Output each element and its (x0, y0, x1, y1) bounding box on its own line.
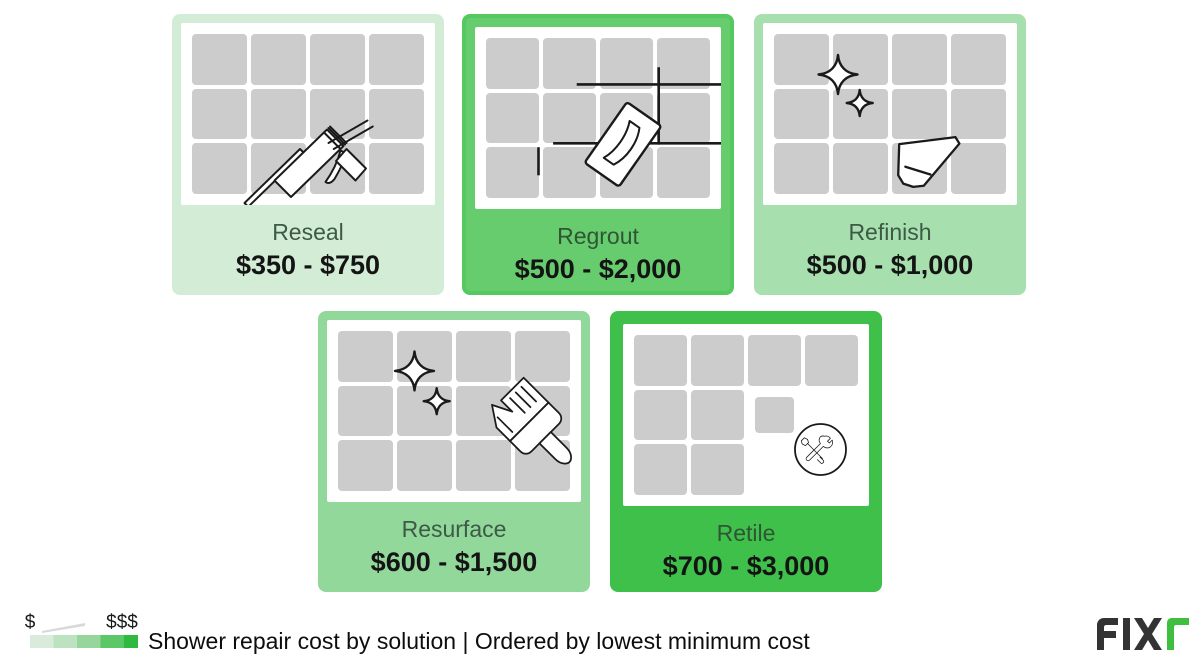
svg-text:$$$: $$$ (106, 612, 138, 633)
svg-text:$: $ (25, 612, 36, 633)
